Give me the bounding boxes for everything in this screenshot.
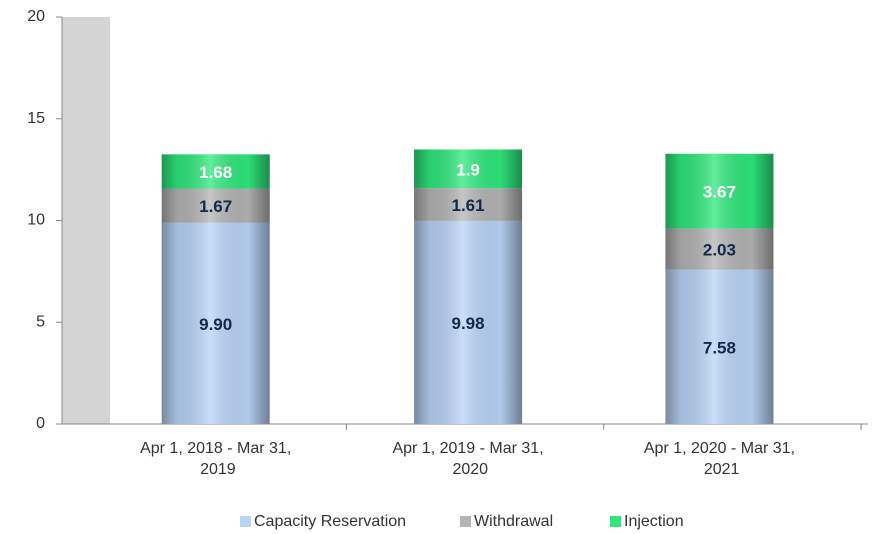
- legend-label: Withdrawal: [474, 513, 553, 530]
- data-label: 1.68: [199, 163, 232, 182]
- bar-shade: [161, 222, 270, 424]
- x-tick-label: Apr 1, 2018 - Mar 31, 2019: [140, 440, 291, 478]
- bar-shade: [414, 149, 523, 189]
- legend-swatch: [460, 516, 471, 527]
- bar-shade: [161, 188, 270, 223]
- bar-shade: [665, 153, 774, 229]
- bar-shade: [414, 220, 523, 424]
- x-tick-label: Apr 1, 2020 - Mar 31, 2021: [644, 440, 795, 478]
- data-label: 9.90: [199, 315, 232, 334]
- data-label: 1.9: [456, 160, 480, 179]
- bar-shade: [161, 154, 270, 189]
- data-label: 7.58: [703, 338, 736, 357]
- data-label: 2.03: [703, 241, 736, 260]
- y-tick-label: 0: [36, 415, 45, 432]
- y-tick-label: 15: [27, 110, 45, 127]
- y-tick-label: 5: [36, 313, 45, 330]
- y-tick-label: 20: [27, 8, 45, 25]
- legend-swatch: [240, 516, 251, 527]
- legend-label: Injection: [624, 513, 684, 530]
- legend-swatch: [610, 516, 621, 527]
- legend-label: Capacity Reservation: [254, 513, 406, 530]
- y-tick-label: 10: [27, 212, 45, 229]
- bar-shade: [665, 228, 774, 270]
- data-label: 9.98: [452, 314, 485, 333]
- bar-shade: [414, 188, 523, 221]
- data-label: 1.67: [199, 197, 232, 216]
- data-label: 3.67: [703, 183, 736, 202]
- data-label: 1.61: [452, 196, 485, 215]
- bar-shade: [665, 269, 774, 424]
- back-wall: [62, 17, 110, 424]
- x-tick-label: Apr 1, 2019 - Mar 31, 2020: [392, 440, 543, 478]
